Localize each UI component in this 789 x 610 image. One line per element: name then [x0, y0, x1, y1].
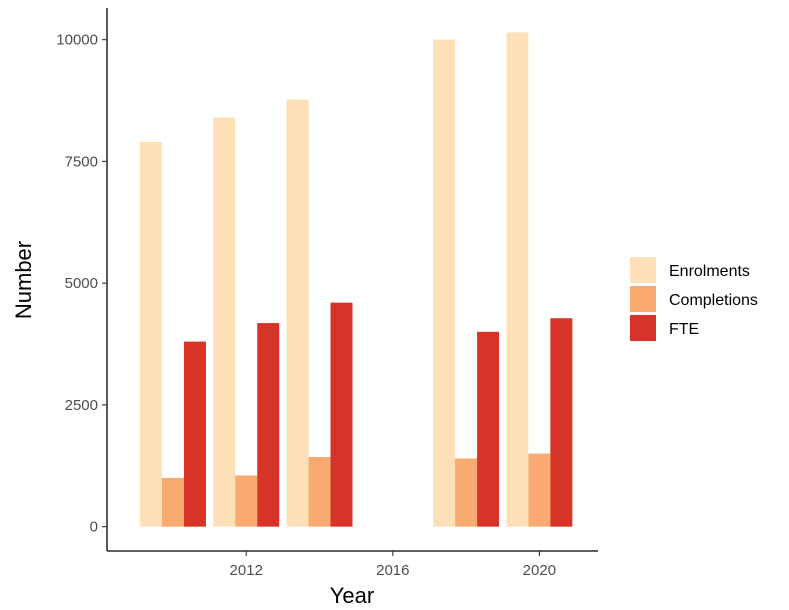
- x-axis-ticks: 2012 2016 2020: [230, 551, 557, 579]
- y-tick-label: 2500: [65, 397, 98, 414]
- x-tick-label: 2020: [523, 562, 556, 579]
- bar-completions-2018: [455, 458, 477, 526]
- y-tick-label: 7500: [65, 153, 98, 170]
- y-tick-label: 0: [90, 519, 98, 536]
- x-axis-title: Year: [330, 583, 374, 608]
- y-tick-label: 5000: [65, 275, 98, 292]
- bars-group: [140, 32, 572, 526]
- bar-enrolments-2018: [433, 40, 455, 527]
- bar-enrolments-2020: [506, 32, 528, 526]
- bar-enrolments-2012: [213, 118, 235, 527]
- bar-fte-2012: [257, 323, 279, 527]
- legend-key-enrolments: [630, 257, 656, 283]
- y-tick-label: 10000: [56, 32, 98, 49]
- bar-completions-2014: [309, 457, 331, 527]
- legend-label-completions: Completions: [669, 292, 758, 309]
- legend: Enrolments Completions FTE: [630, 257, 758, 341]
- bar-fte-2018: [477, 332, 499, 527]
- bar-completions-2020: [528, 454, 550, 527]
- legend-key-completions: [630, 286, 656, 312]
- y-axis-title: Number: [11, 241, 36, 319]
- bar-fte-2020: [550, 318, 572, 526]
- y-axis-ticks: 0 2500 5000 7500 10000: [56, 32, 107, 536]
- legend-label-fte: FTE: [669, 321, 699, 338]
- x-tick-label: 2012: [230, 562, 263, 579]
- legend-key-fte: [630, 315, 656, 341]
- x-tick-label: 2016: [376, 562, 409, 579]
- bar-enrolments-2010: [140, 142, 162, 527]
- bar-completions-2010: [162, 478, 184, 527]
- legend-label-enrolments: Enrolments: [669, 263, 750, 280]
- bar-completions-2012: [235, 476, 257, 527]
- bar-fte-2014: [331, 303, 353, 527]
- bar-fte-2010: [184, 342, 206, 527]
- bar-enrolments-2014: [287, 100, 309, 527]
